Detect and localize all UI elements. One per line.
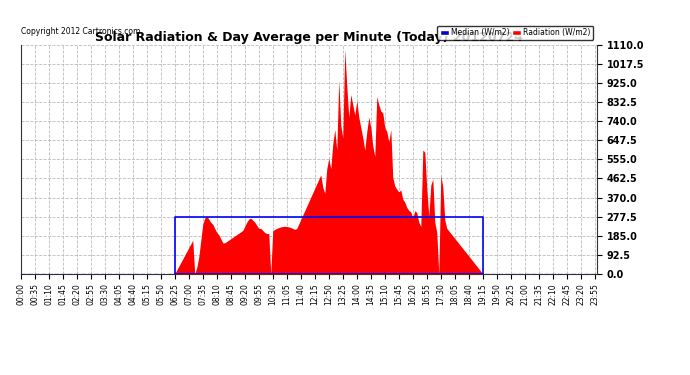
Text: Copyright 2012 Cartronics.com: Copyright 2012 Cartronics.com (21, 27, 140, 36)
Title: Solar Radiation & Day Average per Minute (Today) 20120724: Solar Radiation & Day Average per Minute… (95, 31, 523, 44)
Legend: Median (W/m2), Radiation (W/m2): Median (W/m2), Radiation (W/m2) (437, 26, 593, 39)
